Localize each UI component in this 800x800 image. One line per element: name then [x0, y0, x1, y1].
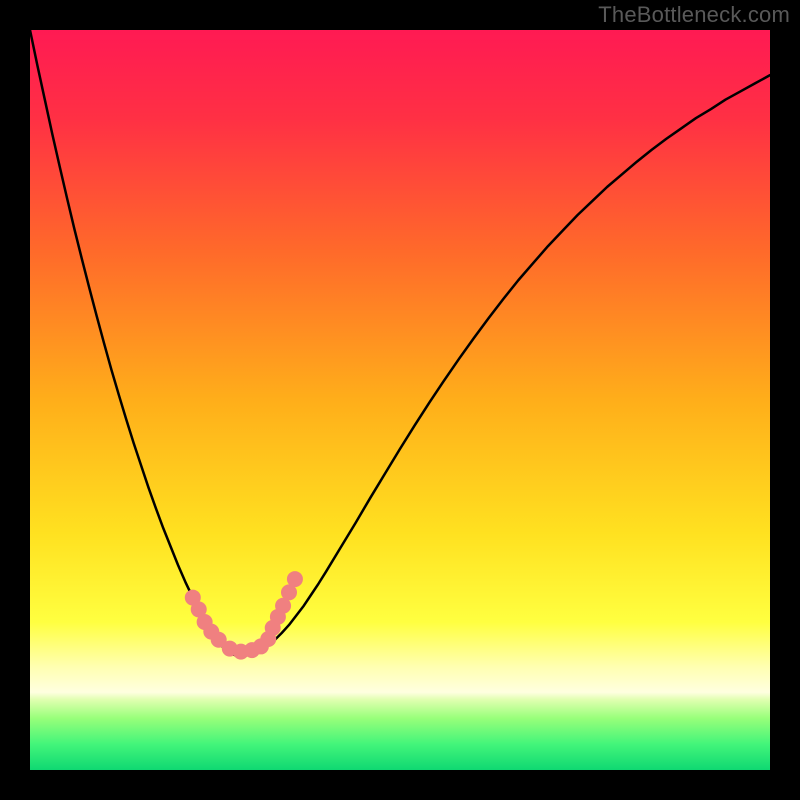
chart-background: [30, 30, 770, 770]
chart-container: TheBottleneck.com: [0, 0, 800, 800]
plot-area: [0, 0, 800, 800]
bottleneck-curve-chart: [0, 0, 800, 800]
marker-point: [287, 571, 303, 587]
watermark-label: TheBottleneck.com: [598, 2, 790, 28]
